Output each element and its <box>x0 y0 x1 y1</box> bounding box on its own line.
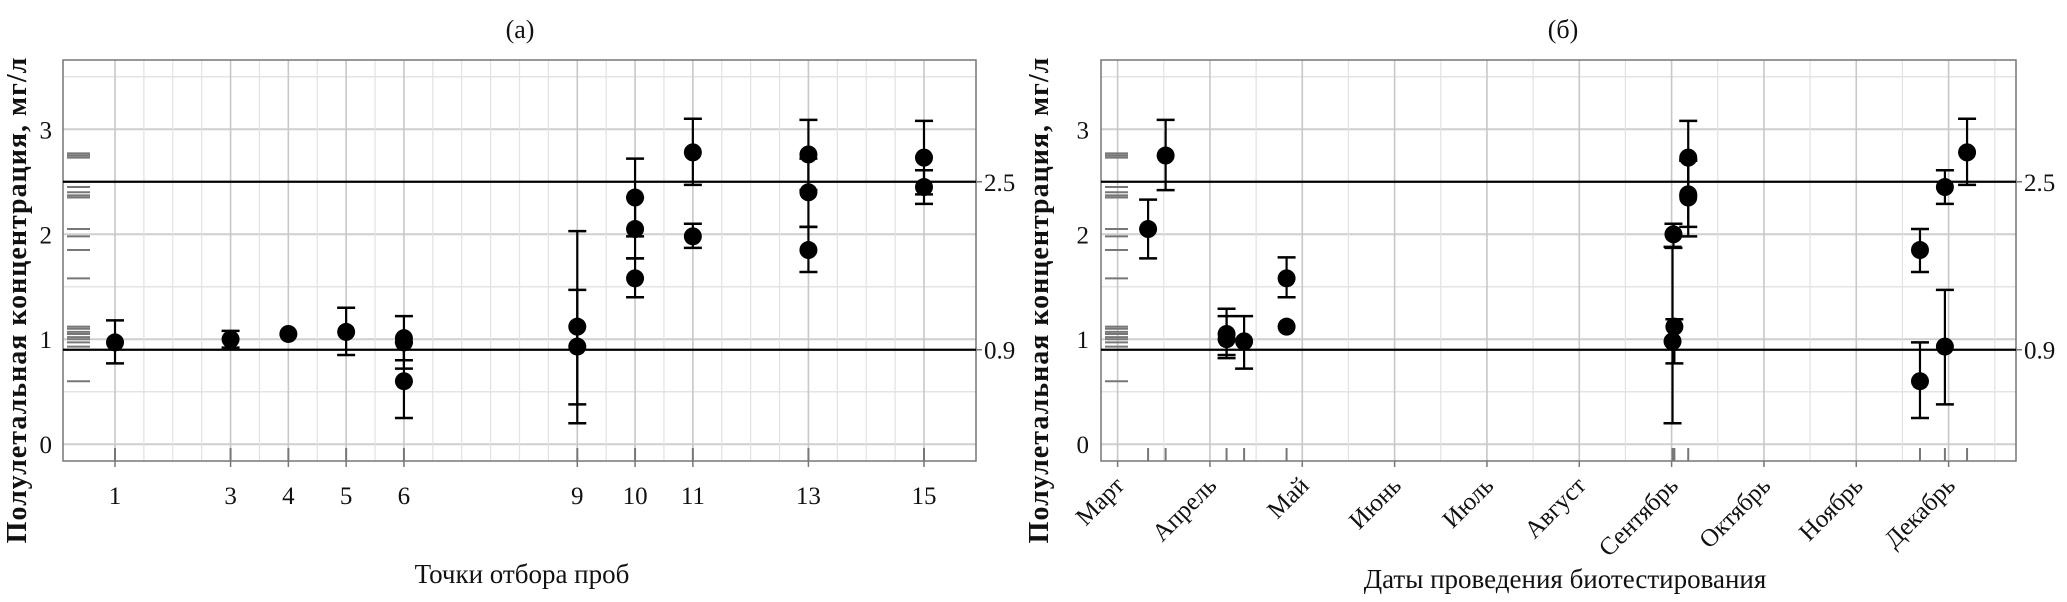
data-point <box>799 183 818 202</box>
reference-line-label: 0.9 <box>984 338 1015 365</box>
panel-b: (б) Даты проведения биотестирования Полу… <box>1024 15 2055 594</box>
data-point <box>1217 330 1236 349</box>
data-point <box>799 241 818 260</box>
x-tick-label: 15 <box>911 483 936 510</box>
y-tick-label: 0 <box>40 432 53 459</box>
data-point <box>1235 332 1254 351</box>
data-point <box>914 178 933 197</box>
panel-a: (a) Точки отбора проб Полулетальная конц… <box>2 15 1015 589</box>
data-point <box>1935 337 1954 356</box>
panel-a-x-axis-label: Точки отбора проб <box>415 559 630 589</box>
panel-a-title: (a) <box>506 15 535 44</box>
x-tick-label: Май <box>1262 472 1314 524</box>
y-tick-label: 3 <box>1077 117 1090 144</box>
data-point <box>1156 146 1175 165</box>
x-tick-label: Март <box>1071 472 1130 531</box>
data-point <box>1665 317 1684 336</box>
x-tick-label: 10 <box>623 483 648 510</box>
data-point <box>1139 220 1158 239</box>
data-point <box>1910 372 1929 391</box>
x-tick-label: Октябрь <box>1694 472 1776 554</box>
data-point <box>626 269 645 288</box>
x-tick-label: Апрель <box>1147 472 1222 547</box>
x-tick-label: Июль <box>1438 472 1500 534</box>
data-point <box>568 337 587 356</box>
y-tick-label: 0 <box>1077 432 1090 459</box>
data-point <box>1663 332 1682 351</box>
x-tick-label: Август <box>1520 472 1592 544</box>
y-tick-label: 1 <box>40 327 53 354</box>
panel-a-y-axis-label: Полулетальная концентрация, мг/л <box>2 57 33 544</box>
panel-b-title: (б) <box>1548 15 1579 44</box>
panel-b-y-axis-label: Полулетальная концентрация, мг/л <box>1024 57 1055 544</box>
data-point <box>914 148 933 167</box>
x-tick-label: 3 <box>224 483 237 510</box>
data-point <box>1277 317 1296 336</box>
data-point <box>683 143 702 162</box>
data-point <box>1679 148 1698 167</box>
data-point <box>1664 225 1683 244</box>
x-tick-label: Июнь <box>1344 472 1407 535</box>
data-point <box>1935 178 1954 197</box>
x-tick-label: 5 <box>340 483 353 510</box>
panel-b-x-axis-label: Даты проведения биотестирования <box>1364 564 1767 594</box>
data-point <box>394 372 413 391</box>
x-tick-label: 4 <box>282 483 295 510</box>
data-point <box>279 324 298 343</box>
data-point <box>1277 269 1296 288</box>
data-point <box>683 227 702 246</box>
x-tick-label: 1 <box>109 483 122 510</box>
x-tick-label: 6 <box>398 483 411 510</box>
plot-frame <box>1100 59 2017 462</box>
x-tick-label: 13 <box>796 483 821 510</box>
x-tick-label: Декабрь <box>1880 472 1961 553</box>
data-point <box>106 333 125 352</box>
reference-line-label: 2.5 <box>2024 170 2055 197</box>
reference-line-label: 2.5 <box>984 170 1015 197</box>
plot-frame <box>62 59 977 462</box>
y-tick-label: 1 <box>1077 327 1090 354</box>
y-tick-label: 2 <box>1077 222 1090 249</box>
y-tick-label: 2 <box>40 222 53 249</box>
data-point <box>1910 241 1929 260</box>
data-point <box>626 220 645 239</box>
x-tick-label: 9 <box>571 483 584 510</box>
x-tick-label: 11 <box>681 483 705 510</box>
data-point <box>1958 143 1977 162</box>
data-point <box>221 330 240 349</box>
data-point <box>1679 188 1698 207</box>
y-tick-label: 3 <box>40 117 53 144</box>
reference-line-label: 0.9 <box>2024 338 2055 365</box>
x-tick-label: Сентябрь <box>1594 472 1684 562</box>
x-tick-label: Ноябрь <box>1794 472 1868 546</box>
data-point <box>337 322 356 341</box>
